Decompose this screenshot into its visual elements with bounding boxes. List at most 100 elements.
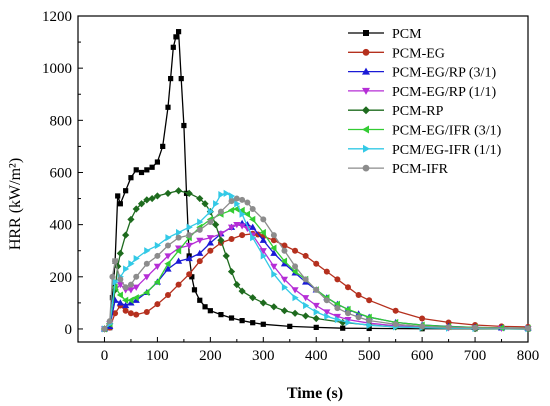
data-point bbox=[207, 208, 214, 216]
data-point bbox=[123, 188, 129, 194]
data-point bbox=[122, 301, 130, 309]
legend-swatch-marker bbox=[363, 30, 369, 36]
legend: PCM PCM-EG PCM-EG/RP (3/1) PCM-EG/RP (1/1) P… bbox=[348, 27, 502, 177]
data-point bbox=[178, 75, 184, 82]
x-tick-label: 100 bbox=[146, 348, 169, 364]
data-point bbox=[122, 231, 130, 239]
data-point bbox=[196, 249, 204, 256]
data-point bbox=[302, 312, 310, 320]
data-point bbox=[174, 187, 183, 195]
data-point bbox=[196, 226, 203, 233]
legend-label: PCM bbox=[392, 27, 422, 42]
data-point bbox=[181, 122, 187, 129]
data-point bbox=[122, 307, 129, 314]
y-tick-label: 400 bbox=[50, 218, 73, 234]
data-point bbox=[259, 299, 267, 307]
data-point bbox=[392, 307, 399, 314]
data-point bbox=[227, 267, 236, 276]
x-tick-label: 600 bbox=[411, 348, 434, 364]
data-point bbox=[334, 315, 342, 324]
data-point bbox=[228, 198, 235, 205]
data-point bbox=[206, 235, 214, 242]
data-point bbox=[291, 287, 299, 294]
data-point bbox=[127, 281, 134, 288]
data-point bbox=[238, 223, 246, 230]
plot-area-border bbox=[77, 15, 529, 343]
data-point bbox=[165, 242, 171, 249]
data-point bbox=[244, 199, 251, 206]
data-point bbox=[207, 308, 213, 314]
data-point bbox=[324, 312, 331, 321]
data-point bbox=[133, 311, 140, 318]
data-point bbox=[270, 244, 277, 252]
legend-swatch-marker bbox=[362, 48, 370, 56]
data-point bbox=[270, 249, 278, 256]
legend-swatch-marker bbox=[362, 164, 370, 172]
plot-frame bbox=[77, 15, 529, 343]
series-line bbox=[104, 29, 529, 330]
data-point bbox=[259, 248, 267, 255]
y-tick-label: 1000 bbox=[42, 61, 72, 77]
data-point bbox=[355, 314, 362, 321]
data-point bbox=[303, 301, 310, 310]
data-point bbox=[116, 282, 124, 289]
y-axis-ticks: 0 200 400 600 800 1000 1200 bbox=[42, 9, 83, 338]
legend-item: PCM-EG/IFR (3/1) bbox=[348, 124, 502, 139]
data-point bbox=[239, 196, 246, 203]
data-point bbox=[355, 292, 362, 299]
data-point bbox=[344, 316, 352, 324]
data-point bbox=[127, 296, 134, 304]
y-tick-label: 600 bbox=[50, 165, 73, 181]
legend-label: PCM-EG/IFR (3/1) bbox=[392, 124, 502, 139]
data-point bbox=[333, 313, 342, 321]
data-point bbox=[128, 175, 134, 181]
data-point bbox=[259, 236, 267, 243]
data-point bbox=[217, 208, 224, 215]
data-point bbox=[174, 257, 183, 264]
data-point bbox=[168, 75, 174, 82]
data-point bbox=[270, 237, 277, 244]
y-tick-label: 800 bbox=[50, 113, 73, 129]
data-point bbox=[112, 278, 119, 286]
legend-label: PCM-EG/RP (3/1) bbox=[392, 66, 496, 81]
data-point bbox=[153, 192, 162, 200]
legend-label: PCM-RP bbox=[392, 104, 444, 119]
data-point bbox=[249, 294, 257, 302]
data-point bbox=[185, 242, 193, 250]
data-point bbox=[128, 260, 135, 268]
data-point bbox=[366, 297, 373, 304]
data-point bbox=[164, 260, 171, 268]
legend-item: PCM-EG/RP (3/1) bbox=[348, 66, 496, 81]
legend-item: PCM-EG/RP (1/1) bbox=[348, 85, 496, 100]
data-point bbox=[227, 224, 236, 231]
data-point bbox=[207, 219, 214, 226]
legend-swatch-marker bbox=[363, 144, 370, 153]
data-point bbox=[206, 239, 214, 246]
data-point bbox=[238, 206, 245, 214]
data-point bbox=[334, 305, 341, 312]
data-point bbox=[280, 307, 289, 315]
data-point bbox=[250, 320, 256, 326]
data-point bbox=[281, 247, 288, 254]
data-point bbox=[127, 215, 135, 224]
data-point bbox=[133, 273, 140, 280]
data-point bbox=[312, 314, 320, 323]
data-point bbox=[117, 276, 124, 283]
data-point bbox=[243, 221, 252, 228]
data-point bbox=[213, 200, 220, 208]
data-point bbox=[175, 234, 182, 241]
data-point bbox=[472, 324, 479, 331]
x-tick-label: 300 bbox=[252, 348, 275, 364]
data-point bbox=[345, 284, 351, 291]
data-point bbox=[123, 265, 130, 273]
data-point bbox=[160, 143, 166, 149]
data-point bbox=[218, 312, 224, 318]
data-point bbox=[270, 263, 278, 270]
data-point bbox=[170, 44, 176, 50]
data-point bbox=[525, 325, 531, 332]
data-point bbox=[154, 252, 161, 259]
data-point bbox=[260, 252, 267, 260]
legend-item: PCM-IFR bbox=[348, 162, 449, 177]
data-point bbox=[218, 191, 225, 199]
